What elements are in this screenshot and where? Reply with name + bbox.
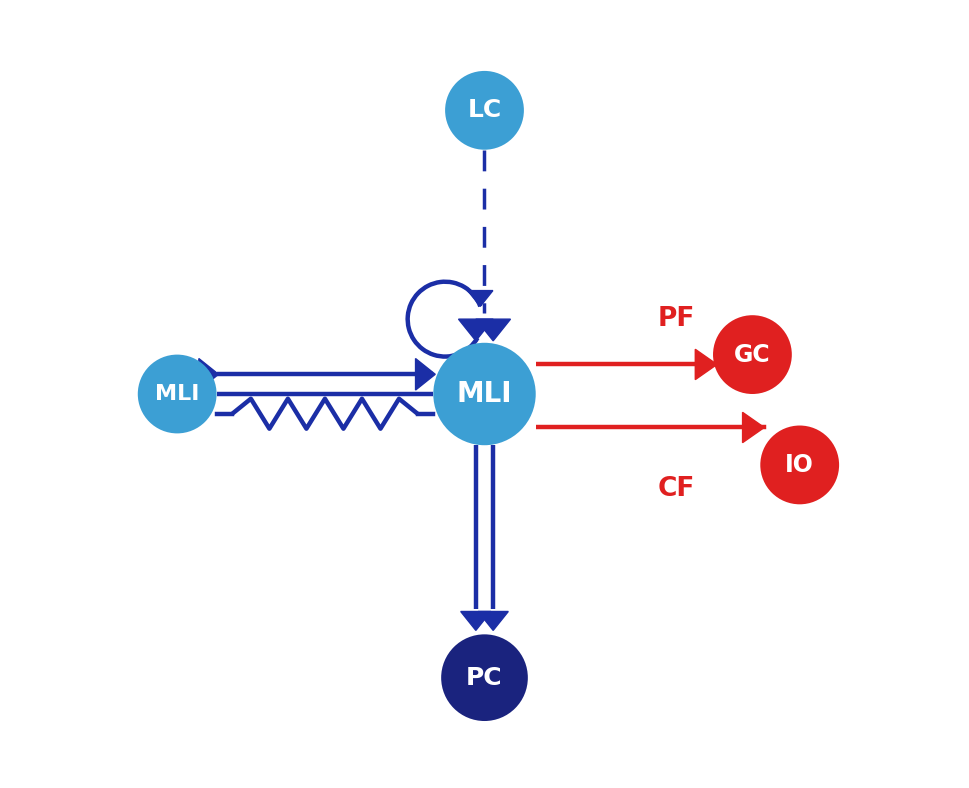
Polygon shape xyxy=(416,359,435,390)
Polygon shape xyxy=(476,319,511,340)
Polygon shape xyxy=(742,412,765,443)
Polygon shape xyxy=(696,349,717,380)
Text: GC: GC xyxy=(735,343,770,366)
Circle shape xyxy=(441,634,528,721)
Circle shape xyxy=(433,343,536,445)
Polygon shape xyxy=(458,319,493,340)
Text: LC: LC xyxy=(467,98,502,122)
Circle shape xyxy=(713,315,792,394)
Text: CF: CF xyxy=(658,476,695,501)
Text: MLI: MLI xyxy=(456,380,513,408)
Text: PC: PC xyxy=(466,666,503,690)
Polygon shape xyxy=(199,359,219,390)
Circle shape xyxy=(445,71,524,150)
Polygon shape xyxy=(468,291,493,307)
Circle shape xyxy=(138,355,217,433)
Polygon shape xyxy=(460,611,491,630)
Text: IO: IO xyxy=(785,453,814,477)
Polygon shape xyxy=(478,611,509,630)
Text: PF: PF xyxy=(658,307,695,332)
Circle shape xyxy=(761,426,839,504)
Text: MLI: MLI xyxy=(155,384,200,404)
